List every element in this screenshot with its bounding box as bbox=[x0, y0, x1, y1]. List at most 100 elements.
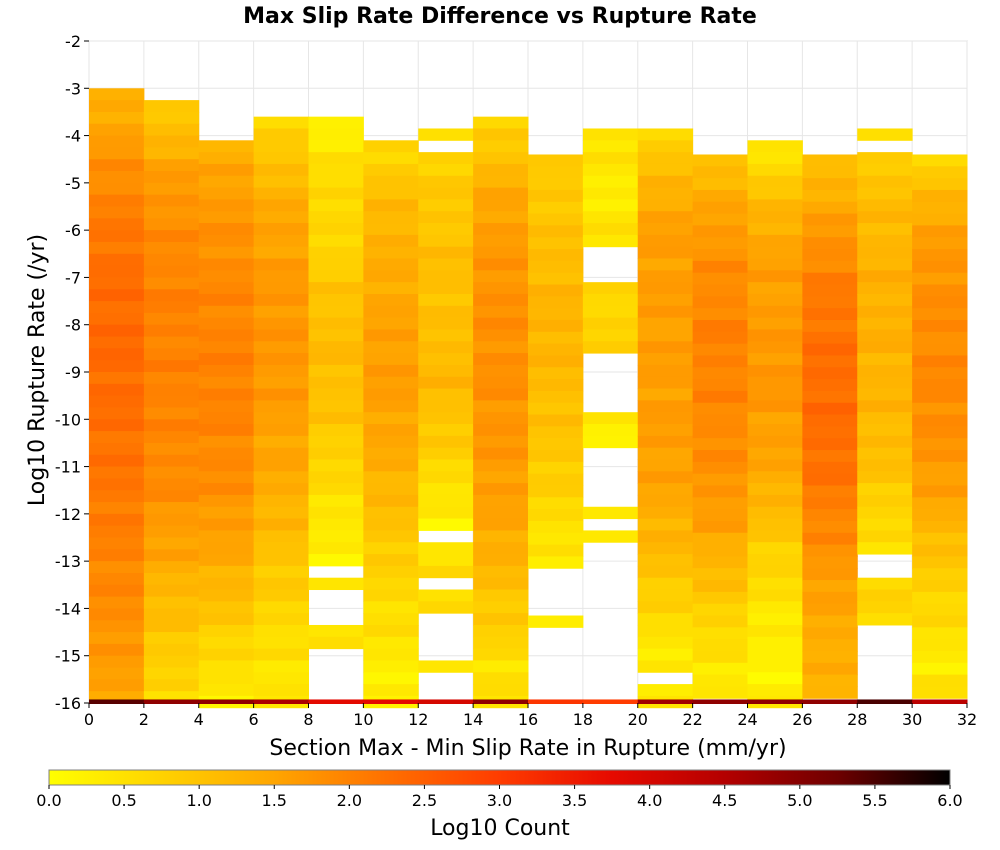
heatmap-cell bbox=[143, 265, 200, 278]
heatmap-cell bbox=[253, 223, 309, 236]
heatmap-cell bbox=[912, 402, 968, 416]
heatmap-cell bbox=[473, 554, 529, 567]
heatmap-cell bbox=[857, 542, 913, 555]
heatmap-cell bbox=[89, 360, 145, 373]
heatmap-cell bbox=[198, 542, 255, 555]
heatmap-cell bbox=[857, 246, 913, 260]
heatmap-cell bbox=[308, 152, 364, 165]
heatmap-cell bbox=[308, 435, 364, 449]
heatmap-cell bbox=[912, 237, 968, 250]
heatmap-cell bbox=[143, 301, 200, 314]
heatmap-cell bbox=[473, 648, 529, 661]
heatmap-cell bbox=[89, 478, 145, 491]
heatmap-cell bbox=[253, 483, 309, 496]
heatmap-cell bbox=[198, 258, 255, 271]
heatmap-cell bbox=[637, 530, 694, 543]
heatmap-cell bbox=[143, 123, 200, 137]
heatmap-cell bbox=[802, 225, 858, 238]
heatmap-cell bbox=[692, 414, 748, 427]
x-tick-label: 24 bbox=[737, 710, 757, 729]
heatmap-cell bbox=[198, 447, 255, 460]
heatmap-cell bbox=[198, 270, 255, 283]
heatmap-cell bbox=[637, 293, 694, 307]
heatmap-cell bbox=[473, 293, 529, 307]
heatmap-cell bbox=[308, 506, 364, 520]
heatmap-cell bbox=[857, 258, 913, 271]
heatmap-cell bbox=[253, 246, 309, 260]
heatmap-cell bbox=[143, 655, 200, 669]
heatmap-cell bbox=[253, 400, 309, 413]
heatmap-cell bbox=[89, 537, 145, 550]
heatmap-cell bbox=[912, 379, 968, 392]
heatmap-cell bbox=[637, 163, 694, 177]
heatmap-cell bbox=[253, 282, 309, 295]
heatmap-cell bbox=[912, 532, 968, 546]
y-tick-label: -12 bbox=[55, 505, 81, 524]
heatmap-cell bbox=[198, 613, 255, 626]
heatmap-cell bbox=[473, 317, 529, 330]
heatmap-cell bbox=[582, 412, 639, 425]
heatmap-cell bbox=[198, 246, 255, 260]
heatmap-cell bbox=[253, 329, 309, 342]
heatmap-cell bbox=[308, 282, 364, 295]
heatmap-cell bbox=[747, 601, 803, 614]
heatmap-cell bbox=[308, 128, 364, 141]
heatmap-cell bbox=[528, 166, 584, 179]
heatmap-cell bbox=[143, 241, 200, 255]
heatmap-cell bbox=[363, 554, 419, 567]
heatmap-cell bbox=[418, 175, 474, 189]
heatmap-cell bbox=[637, 565, 694, 579]
heatmap-cell bbox=[89, 348, 145, 361]
heatmap-cell bbox=[692, 319, 748, 333]
heatmap-cell bbox=[747, 424, 803, 437]
heatmap-cell bbox=[253, 364, 309, 378]
heatmap-cell bbox=[308, 116, 364, 129]
heatmap-cell bbox=[692, 615, 748, 628]
heatmap-cell bbox=[308, 187, 364, 200]
heatmap-cell bbox=[912, 650, 968, 664]
heatmap-cell bbox=[912, 686, 968, 699]
heatmap-cell bbox=[802, 272, 858, 286]
heatmap-cell bbox=[747, 530, 803, 543]
heatmap-cell bbox=[418, 660, 474, 673]
heatmap-cell bbox=[473, 305, 529, 319]
colorbar-tick-label: 0.5 bbox=[111, 791, 136, 810]
heatmap-cell bbox=[857, 459, 913, 472]
heatmap-cell bbox=[637, 270, 694, 283]
heatmap-cell bbox=[198, 400, 255, 413]
heatmap-cell bbox=[857, 412, 913, 425]
heatmap-cell bbox=[143, 572, 200, 586]
heatmap-cell bbox=[89, 383, 145, 397]
heatmap-cell bbox=[692, 544, 748, 557]
heatmap-cell bbox=[692, 331, 748, 345]
heatmap-cell bbox=[692, 367, 748, 380]
heatmap-cell bbox=[418, 293, 474, 307]
heatmap-cell bbox=[473, 199, 529, 212]
heatmap-cell bbox=[89, 123, 145, 137]
heatmap-cell bbox=[912, 319, 968, 333]
heatmap-cell bbox=[253, 234, 309, 248]
heatmap-cell bbox=[89, 265, 145, 278]
chart-title: Max Slip Rate Difference vs Rupture Rate bbox=[243, 4, 757, 29]
heatmap-cell bbox=[582, 293, 639, 307]
heatmap-cell bbox=[912, 343, 968, 356]
heatmap-cell bbox=[692, 379, 748, 392]
heatmap-cell bbox=[89, 241, 145, 255]
heatmap-cell bbox=[253, 636, 309, 650]
heatmap-cell bbox=[363, 400, 419, 413]
heatmap-cell bbox=[637, 542, 694, 555]
heatmap-cell bbox=[418, 258, 474, 271]
heatmap-cell bbox=[473, 163, 529, 177]
x-tick-label: 8 bbox=[303, 710, 313, 729]
heatmap-cell bbox=[747, 400, 803, 413]
colorbar-tick-label: 5.0 bbox=[787, 791, 812, 810]
heatmap-cell bbox=[308, 554, 364, 567]
heatmap-cell bbox=[637, 601, 694, 614]
heatmap-cell bbox=[857, 234, 913, 248]
heatmap-cell bbox=[692, 627, 748, 640]
heatmap-cell bbox=[363, 601, 419, 614]
heatmap-cell bbox=[89, 171, 145, 184]
heatmap-cell bbox=[802, 166, 858, 179]
heatmap-cell bbox=[473, 388, 529, 401]
bottom-row-cell bbox=[363, 699, 419, 704]
